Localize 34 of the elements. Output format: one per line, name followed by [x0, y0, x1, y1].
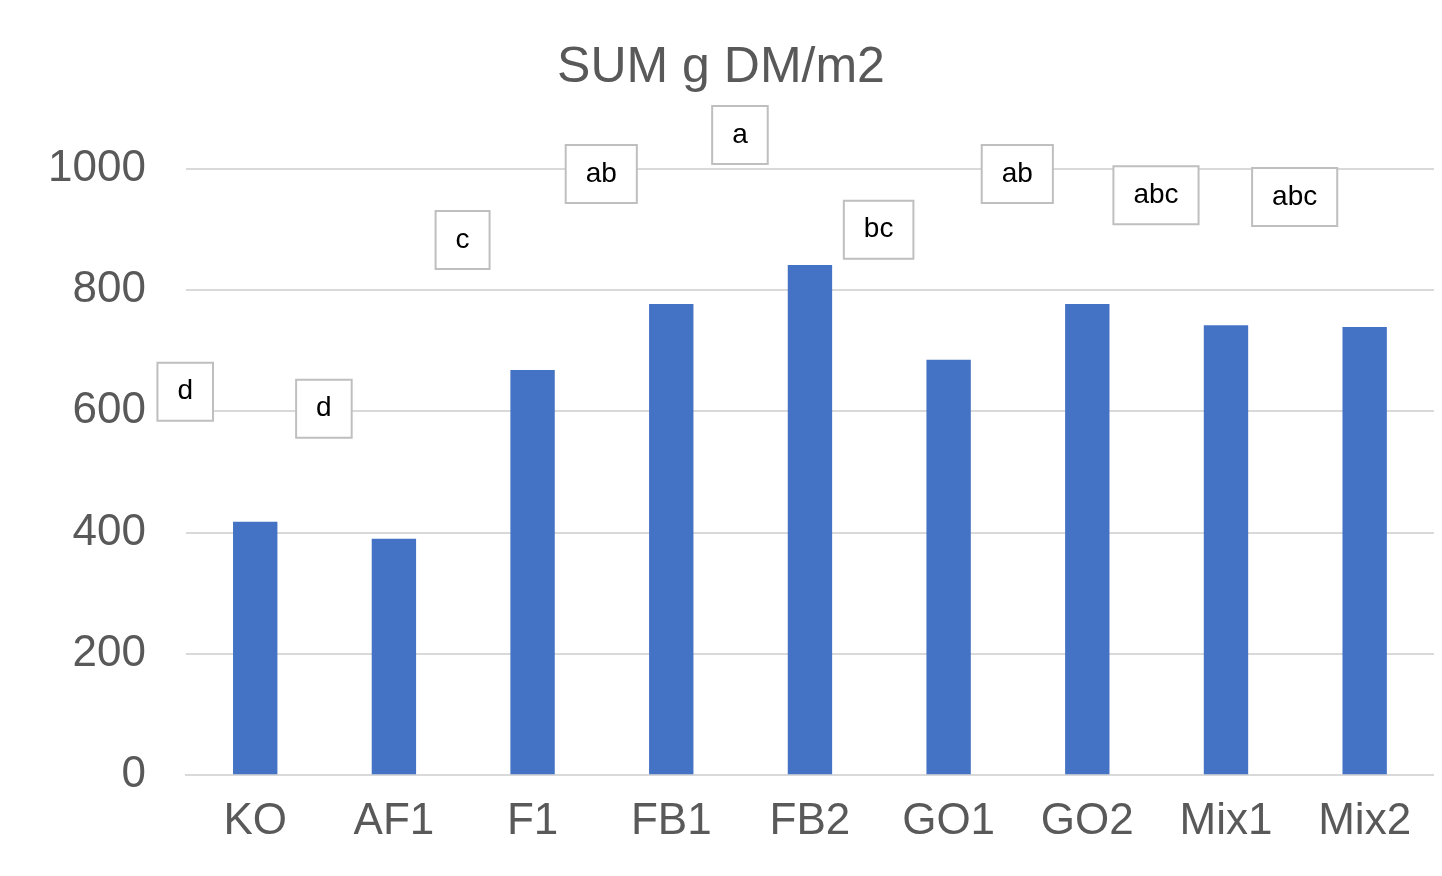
annotation: abc	[1133, 177, 1179, 209]
bar	[926, 359, 971, 775]
y-tick-label: 0	[121, 747, 146, 797]
y-tick-label: 800	[72, 262, 146, 312]
annotation: c	[455, 222, 470, 254]
bar	[1065, 303, 1110, 775]
annotation: d	[177, 374, 194, 406]
bar	[649, 303, 694, 775]
x-tick-label: GO2	[1040, 793, 1134, 843]
annotation: ab	[1001, 156, 1033, 188]
x-tick-label: GO1	[902, 793, 996, 843]
x-tick-label: FB2	[769, 793, 851, 843]
x-tick-label: FB1	[630, 793, 712, 843]
annotation: abc	[1272, 179, 1318, 211]
annotation: a	[732, 117, 749, 149]
bar	[787, 265, 833, 775]
bar	[371, 538, 417, 775]
annotation: ab	[585, 156, 617, 188]
y-tick-label: 400	[72, 504, 146, 554]
x-tick-label: Mix2	[1318, 793, 1412, 843]
y-tick-label: 600	[72, 383, 146, 433]
y-tick-label: 200	[72, 626, 146, 676]
bar	[233, 521, 278, 775]
annotation: d	[316, 391, 332, 423]
y-tick-label: 1000	[47, 140, 146, 190]
x-tick-label: F1	[506, 793, 559, 843]
x-tick-label: AF1	[353, 793, 435, 843]
chart-title: SUM g DM/m2	[557, 36, 885, 93]
x-tick-label: KO	[223, 793, 288, 843]
x-tick-label: Mix1	[1179, 793, 1273, 843]
bar	[1203, 325, 1249, 775]
bar	[1342, 326, 1387, 775]
bar	[510, 370, 555, 775]
annotation: bc	[863, 212, 894, 244]
